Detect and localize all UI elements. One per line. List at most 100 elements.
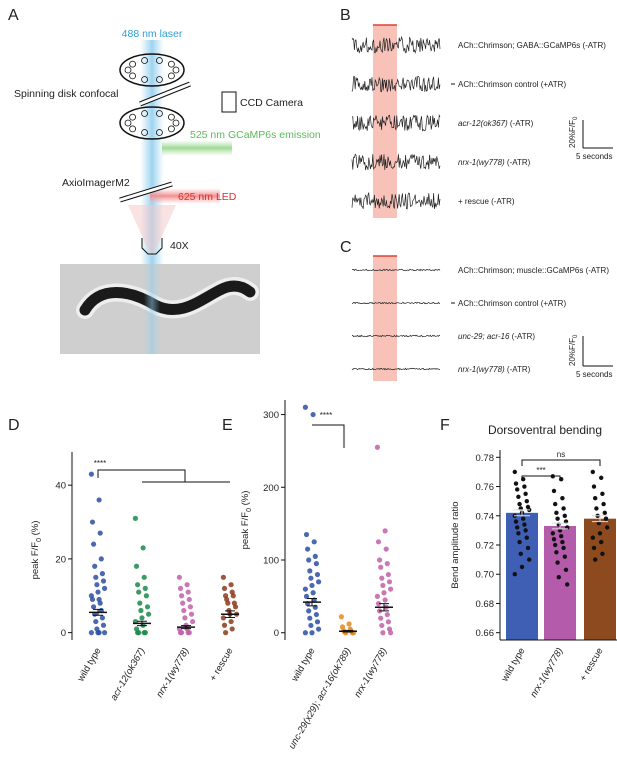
data-point <box>138 607 144 614</box>
data-point <box>600 491 605 497</box>
trace <box>351 268 441 272</box>
data-point <box>99 615 105 621</box>
error-bar <box>592 515 608 523</box>
data-point <box>186 630 192 636</box>
panel-letter: A <box>8 7 19 24</box>
x-tick-label: unc-29(x29); acr-16(ok789) <box>287 646 354 751</box>
data-point <box>307 568 313 574</box>
data-point <box>338 614 344 620</box>
data-point <box>223 630 229 636</box>
data-point <box>302 630 308 636</box>
data-point <box>187 604 193 610</box>
panel-letter: D <box>8 417 20 434</box>
data-point <box>551 536 557 542</box>
x-tick-label: wild type <box>499 646 528 684</box>
x-tick-label: acr-12(ok367) <box>109 646 148 703</box>
data-point <box>139 615 145 621</box>
camera-label: CCD Camera <box>240 97 303 109</box>
condition: (-ATR) <box>505 158 531 167</box>
sig-bracket <box>97 469 230 483</box>
data-point <box>517 501 522 507</box>
trace <box>352 334 441 338</box>
data-point <box>225 600 231 606</box>
data-point <box>382 597 388 603</box>
sig-label: **** <box>94 459 106 468</box>
cone <box>128 205 176 258</box>
scale-y: 20% <box>568 350 577 366</box>
trace-label: nrx-1(wy778) (-ATR) <box>458 158 531 167</box>
y-tick-label: 0.76 <box>476 482 495 493</box>
gene: acr-12(ok367) <box>458 119 508 128</box>
data-point <box>550 531 555 536</box>
data-point <box>559 534 564 539</box>
data-point <box>379 575 385 581</box>
error-bar <box>225 610 235 619</box>
data-point <box>384 611 390 618</box>
error-bar <box>181 625 191 630</box>
data-point <box>527 557 532 562</box>
data-point <box>228 582 234 588</box>
data-point <box>306 608 312 614</box>
data-point <box>100 622 107 628</box>
data-point <box>185 589 191 595</box>
data-point <box>601 501 606 507</box>
stim-window <box>373 25 397 218</box>
data-point <box>137 600 143 606</box>
condition: ACh::Chrimson control (+ATR) <box>458 80 566 89</box>
pinhole <box>156 57 163 64</box>
data-point <box>378 564 384 570</box>
data-point <box>188 611 195 617</box>
gene: nrx-1(wy778) <box>458 158 505 167</box>
unit-sub: 0 <box>573 116 579 120</box>
data-point <box>513 519 519 524</box>
trace <box>351 153 441 171</box>
data-point <box>92 563 98 569</box>
data-point <box>179 630 185 636</box>
trace-label: ACh::Chrimson; GABA::GCaMP6s (-ATR) <box>458 41 606 50</box>
data-point <box>314 571 321 578</box>
data-point <box>375 601 382 607</box>
ylabel-unit: (%) <box>240 491 251 508</box>
data-point <box>521 516 526 521</box>
data-point <box>135 582 141 588</box>
error-bar <box>552 522 568 530</box>
unit: F/F <box>568 338 577 350</box>
data-point <box>102 585 108 591</box>
trace <box>351 75 441 93</box>
data-point <box>379 622 385 629</box>
ylabel-sub: 0 <box>36 538 43 542</box>
data-point <box>311 539 317 545</box>
pinhole <box>172 66 180 74</box>
pinhole <box>168 113 175 121</box>
scale-x: 5 seconds <box>576 370 612 379</box>
data-point <box>386 579 393 585</box>
data-point <box>385 619 391 625</box>
data-point <box>221 585 228 591</box>
data-point <box>303 531 310 538</box>
data-point <box>563 567 569 573</box>
pinhole <box>141 110 148 117</box>
sig-bracket <box>312 424 345 448</box>
trace <box>351 367 441 371</box>
trace-label: ACh::Chrimson control (+ATR) <box>458 80 566 89</box>
bar <box>584 518 616 640</box>
data-point <box>180 600 186 606</box>
data-point <box>306 557 312 563</box>
data-point <box>229 626 235 632</box>
condition: (-ATR) <box>508 119 534 128</box>
data-point <box>99 571 105 577</box>
data-point <box>190 618 196 625</box>
scale-y: 20% <box>568 132 577 148</box>
panel-b: B ACh::Chrimson; GABA::GCaMP6s (-ATR)ACh… <box>340 7 613 218</box>
data-point <box>313 561 319 567</box>
ylabel: peak F/F <box>30 542 41 580</box>
data-point <box>512 572 517 577</box>
data-point <box>591 545 597 551</box>
data-point <box>96 497 102 503</box>
trace <box>351 113 441 132</box>
pinhole <box>129 113 136 121</box>
mirror <box>119 182 173 202</box>
scale-unit: F/F0 <box>568 116 579 132</box>
beam-spot <box>144 264 160 354</box>
